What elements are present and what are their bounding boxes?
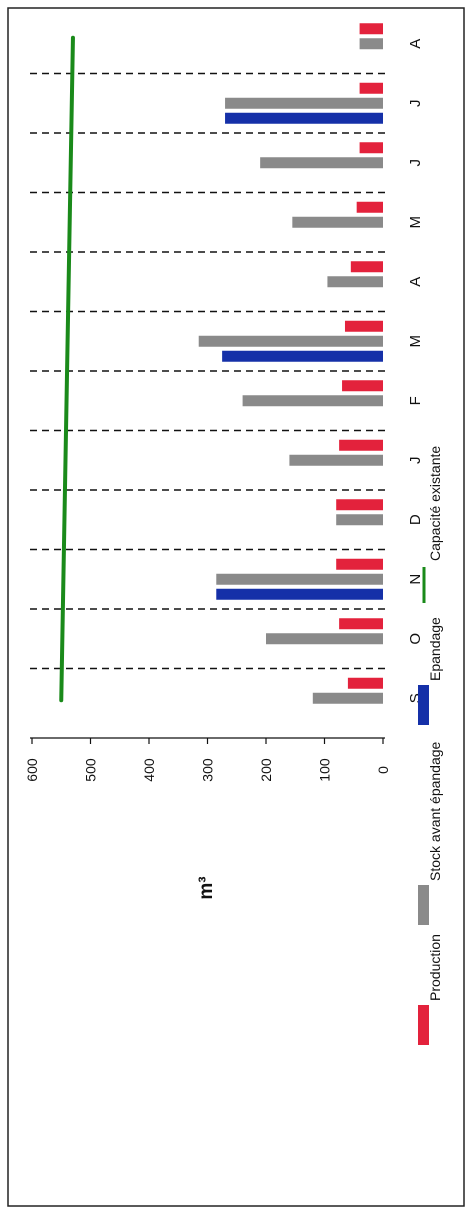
stock-avant-epandage-bar bbox=[359, 38, 383, 50]
category-label: A bbox=[407, 277, 424, 287]
value-axis: 600 500 400 300 200 100 0 bbox=[24, 737, 391, 782]
stock-avant-epandage-bar bbox=[225, 97, 383, 109]
stock-avant-epandage-bar bbox=[336, 514, 383, 526]
epandage-bar bbox=[222, 350, 383, 362]
category-label: J bbox=[407, 100, 424, 108]
capacity-line bbox=[59, 35, 75, 703]
axis-tick-label: 100 bbox=[317, 758, 333, 782]
stock-avant-epandage-bar bbox=[242, 395, 383, 407]
production-bar bbox=[359, 82, 383, 94]
stock-avant-epandage-bar bbox=[312, 692, 383, 704]
stock-avant-epandage-bar bbox=[260, 157, 383, 169]
production-bar bbox=[356, 201, 383, 213]
capacity-line-group bbox=[59, 35, 75, 703]
legend: Production Stock avant épandage Epandage Ca… bbox=[418, 446, 443, 1045]
axis-tick-label: 500 bbox=[83, 758, 99, 782]
stock-avant-epandage-bar bbox=[198, 335, 383, 347]
stock-avant-epandage-bar bbox=[266, 633, 383, 645]
stock-avant-epandage-bar bbox=[327, 276, 383, 288]
category-label: N bbox=[407, 574, 424, 585]
category-label: O bbox=[407, 633, 424, 645]
category-label: J bbox=[407, 457, 424, 465]
category-label: F bbox=[407, 396, 424, 405]
production-bar bbox=[339, 439, 383, 451]
category-label: J bbox=[407, 159, 424, 167]
capacity-legend-label: Capacité existante bbox=[427, 446, 443, 561]
axis-tick-label: 300 bbox=[200, 758, 216, 782]
epandage-legend-swatch bbox=[418, 685, 429, 725]
stock-avant-epandage-bar bbox=[292, 216, 383, 228]
production-legend-swatch bbox=[418, 1005, 429, 1045]
category-label: A bbox=[407, 39, 424, 49]
chart-frame bbox=[7, 7, 465, 1207]
bars bbox=[198, 23, 383, 704]
epandage-bar bbox=[225, 112, 383, 124]
stock-avant-epandage-bar bbox=[289, 454, 383, 466]
stock-avant-epandage-bar bbox=[216, 573, 383, 585]
production-bar bbox=[339, 618, 383, 630]
epandage-legend-label: Epandage bbox=[427, 617, 443, 681]
production-bar bbox=[336, 499, 383, 511]
production-bar bbox=[359, 23, 383, 35]
stock-avant-epandage-legend-swatch bbox=[418, 885, 429, 925]
production-bar bbox=[336, 558, 383, 570]
axis-tick-label: 400 bbox=[141, 758, 157, 782]
production-bar bbox=[347, 677, 383, 689]
category-label: D bbox=[407, 514, 424, 525]
production-bar bbox=[350, 261, 383, 273]
axis-tick-label: 600 bbox=[24, 758, 40, 782]
category-label: M bbox=[407, 216, 424, 229]
epandage-bar bbox=[216, 588, 383, 600]
category-label: M bbox=[407, 335, 424, 348]
production-bar bbox=[342, 380, 383, 392]
y-axis-title: m³ bbox=[196, 876, 217, 899]
y-axis-title-group: m³ bbox=[196, 876, 217, 899]
production-legend-label: Production bbox=[427, 934, 443, 1001]
axis-tick-label: 0 bbox=[375, 766, 391, 774]
production-bar bbox=[359, 142, 383, 154]
production-bar bbox=[344, 320, 383, 332]
axis-tick-label: 200 bbox=[258, 758, 274, 782]
stock-avant-epandage-legend-label: Stock avant épandage bbox=[427, 741, 443, 881]
category-labels: S O N D J F M A M J J A bbox=[407, 39, 424, 704]
category-label: S bbox=[407, 693, 424, 703]
